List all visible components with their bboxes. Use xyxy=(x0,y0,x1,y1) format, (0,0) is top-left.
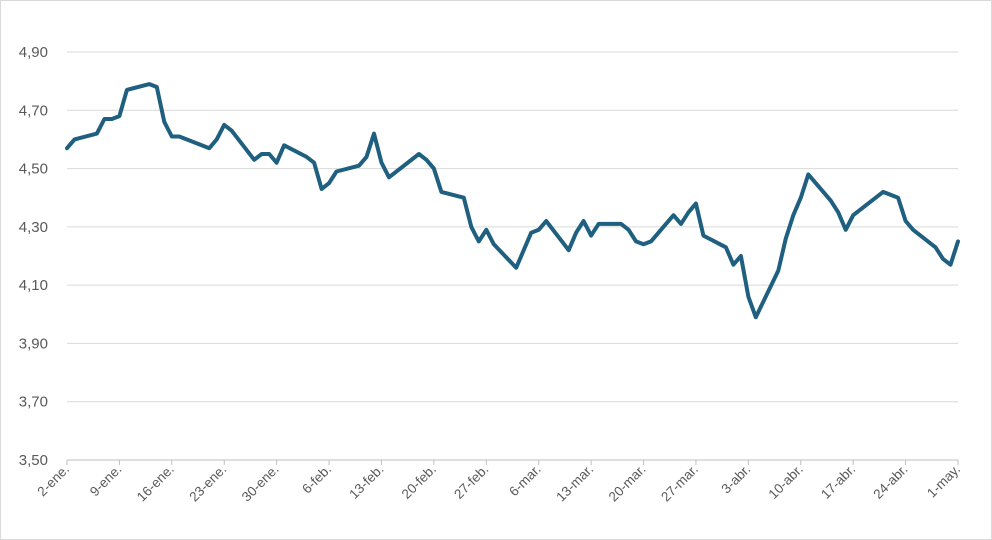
x-tick-label: 9-ene. xyxy=(87,462,125,500)
x-tick-label: 13-mar. xyxy=(553,462,596,505)
y-tick-label: 3,70 xyxy=(19,394,48,411)
x-tick-label: 27-mar. xyxy=(658,462,701,505)
x-axis xyxy=(66,459,959,465)
x-tick-label: 1-may. xyxy=(924,462,963,501)
x-axis-tick-labels: 2-ene. 9-ene. 16-ene. 23-ene. 30-ene. 6-feb. 1… xyxy=(34,462,963,505)
x-tick-label: 20-mar. xyxy=(606,462,649,505)
x-tick-label: 20-feb. xyxy=(399,462,439,502)
x-tick-label: 16-ene. xyxy=(134,462,177,505)
x-tick-label: 13-feb. xyxy=(346,462,386,502)
gridlines xyxy=(67,51,958,403)
x-tick-label: 6-mar. xyxy=(506,462,544,500)
y-tick-label: 4,10 xyxy=(19,277,48,294)
y-tick-label: 4,30 xyxy=(19,219,48,236)
series-line xyxy=(65,82,960,320)
x-tick-label: 17-abr. xyxy=(818,462,858,502)
y-tick-label: 4,50 xyxy=(19,161,48,178)
y-tick-label: 4,90 xyxy=(19,44,48,61)
x-tick-label: 27-feb. xyxy=(451,462,491,502)
y-axis-tick-labels: 3,50 3,70 3,90 4,10 4,30 4,50 4,70 4,90 xyxy=(19,44,48,469)
x-tick-label: 10-abr. xyxy=(766,462,806,502)
y-tick-label: 3,50 xyxy=(19,452,48,469)
x-tick-label: 6-feb. xyxy=(299,462,334,497)
x-tick-label: 23-ene. xyxy=(186,462,229,505)
series-layer xyxy=(65,82,960,320)
x-tick-label: 30-ene. xyxy=(239,462,282,505)
x-tick-label: 24-abr. xyxy=(870,462,910,502)
x-tick-label: 3-abr. xyxy=(718,462,753,497)
y-tick-label: 3,90 xyxy=(19,335,48,352)
y-tick-label: 4,70 xyxy=(19,102,48,119)
